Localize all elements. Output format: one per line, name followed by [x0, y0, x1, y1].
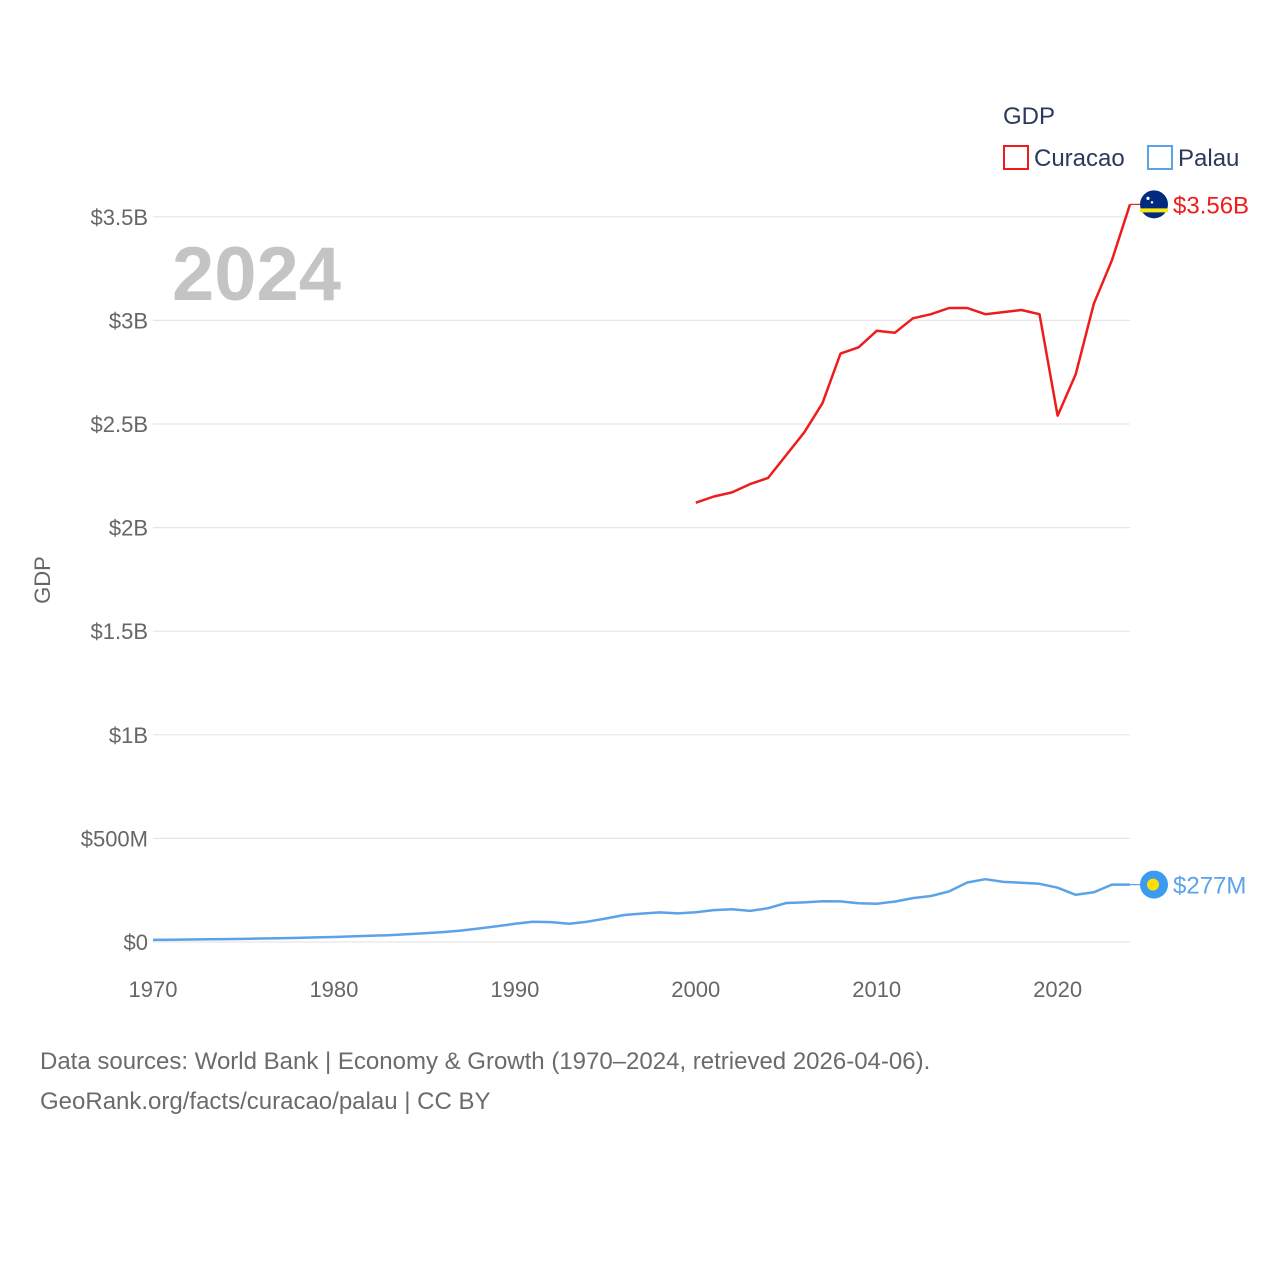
legend-label-curacao: Curacao — [1034, 145, 1125, 172]
y-tick-label: $2.5B — [91, 412, 149, 437]
x-tick-label: 1970 — [129, 977, 178, 1002]
series-lines — [152, 204, 1132, 942]
flag-star — [1146, 196, 1150, 200]
series-line-curacao — [695, 204, 1132, 504]
x-tick-label: 2020 — [1033, 977, 1082, 1002]
palau-flag-icon — [1140, 870, 1168, 899]
gridlines — [153, 216, 1130, 943]
flag-star — [1150, 201, 1154, 204]
end-label-palau: $277M — [1173, 873, 1246, 900]
x-tick-label: 1980 — [309, 977, 358, 1002]
legend-swatch-palau — [1147, 145, 1173, 170]
year-label: 2024 — [172, 232, 341, 317]
y-tick-label: $1.5B — [91, 619, 149, 644]
legend-item-palau[interactable]: Palau — [1147, 145, 1239, 172]
series-line-palau — [152, 877, 1130, 942]
x-tick-label: 2000 — [671, 977, 720, 1002]
legend-item-curacao[interactable]: Curacao — [1003, 145, 1125, 172]
y-tick-label: $1B — [109, 723, 148, 748]
x-axis-ticks: 1970 1980 1990 2000 2010 2020 — [129, 977, 1083, 1002]
y-tick-label: $2B — [109, 516, 148, 541]
y-tick-label: $0 — [124, 930, 148, 955]
y-axis-ticks: $0 $500M $1B $1.5B $2B $2.5B $3B $3.5B — [81, 205, 148, 955]
legend-swatch-curacao — [1003, 145, 1029, 170]
y-tick-label: $3B — [109, 308, 148, 333]
y-tick-label: $3.5B — [91, 205, 149, 230]
flag-stripe — [1140, 208, 1168, 213]
footer-sources: Data sources: World Bank | Economy & Gro… — [40, 1042, 930, 1122]
flag-field — [1140, 190, 1168, 219]
legend-label-palau: Palau — [1178, 145, 1239, 172]
curacao-flag-icon — [1140, 190, 1168, 219]
footer-line-url: GeoRank.org/facts/curacao/palau | CC BY — [40, 1088, 491, 1115]
gdp-line-chart: $0 $500M $1B $1.5B $2B $2.5B $3B $3.5B 1970 1980… — [30, 103, 1249, 1002]
x-tick-label: 1990 — [490, 977, 539, 1002]
footer-line-sources: Data sources: World Bank | Economy & Gro… — [40, 1048, 931, 1075]
y-axis-label: GDP — [30, 556, 55, 604]
legend: GDP Curacao Palau — [1003, 103, 1239, 172]
flag-disc — [1147, 878, 1159, 891]
y-tick-label: $500M — [81, 826, 148, 851]
x-tick-label: 2010 — [852, 977, 901, 1002]
legend-title: GDP — [1003, 103, 1055, 130]
end-label-curacao: $3.56B — [1173, 192, 1249, 219]
series-end-markers: $3.56B $277M — [1130, 190, 1249, 900]
